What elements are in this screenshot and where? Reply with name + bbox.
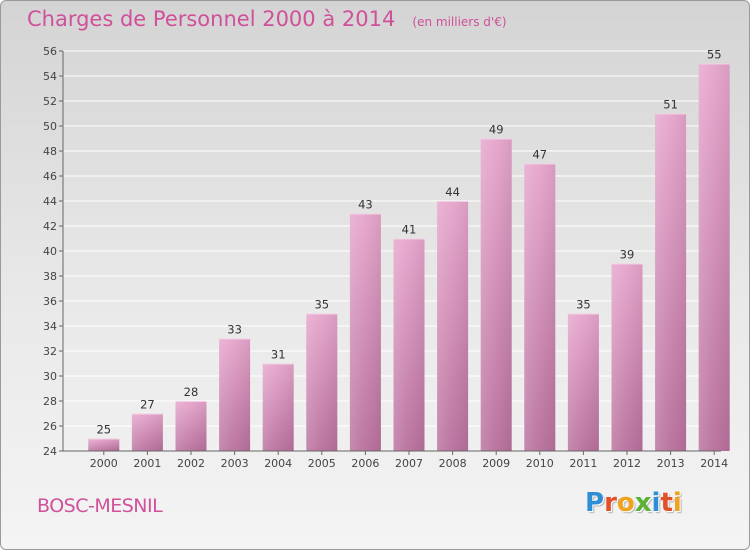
bar-shine — [437, 201, 469, 451]
y-tick-label: 46 — [43, 170, 57, 183]
x-tick-label: 2014 — [700, 457, 728, 470]
bar-value-label: 31 — [271, 348, 286, 362]
bar-value-label: 49 — [489, 123, 504, 137]
bar-value-label: 33 — [227, 323, 242, 337]
x-tick-label: 2009 — [482, 457, 510, 470]
x-tick-label: 2000 — [90, 457, 118, 470]
x-tick-label: 2005 — [308, 457, 336, 470]
logo-letter: i — [651, 488, 661, 518]
bar-shine — [219, 338, 251, 451]
bar-shine — [262, 363, 294, 451]
y-tick-label: 44 — [43, 195, 57, 208]
bar-value-label: 27 — [140, 398, 155, 412]
x-tick-label: 2010 — [526, 457, 554, 470]
bar-value-label: 51 — [663, 98, 678, 112]
bar-shine — [393, 238, 425, 451]
x-tick-label: 2011 — [569, 457, 597, 470]
y-tick-label: 38 — [43, 270, 57, 283]
y-tick-label: 52 — [43, 95, 57, 108]
y-tick-label: 50 — [43, 120, 57, 133]
bar-shine — [567, 313, 599, 451]
x-tick-label: 2004 — [264, 457, 292, 470]
bar-value-label: 35 — [314, 298, 329, 312]
logo-letter: t — [660, 488, 673, 518]
y-tick-label: 40 — [43, 245, 57, 258]
y-tick-label: 34 — [43, 320, 57, 333]
bar-shine — [349, 213, 381, 451]
x-tick-label: 2007 — [395, 457, 423, 470]
bar-value-label: 28 — [184, 385, 199, 399]
bar-shine — [524, 163, 556, 451]
y-tick-label: 42 — [43, 220, 57, 233]
chart-subtitle: (en milliers d'€) — [412, 15, 507, 29]
bar-shine — [655, 113, 687, 451]
bar-shine — [88, 438, 120, 451]
bar-shine — [306, 313, 338, 451]
bar-shine — [698, 63, 730, 451]
bar-shine — [480, 138, 512, 451]
logo-letter: o — [616, 488, 635, 518]
x-tick-label: 2001 — [133, 457, 161, 470]
commune-name: BOSC-MESNIL — [37, 495, 163, 517]
bar-value-label: 35 — [576, 298, 591, 312]
y-tick-label: 48 — [43, 145, 57, 158]
y-tick-label: 30 — [43, 370, 57, 383]
y-tick-label: 26 — [43, 420, 57, 433]
y-tick-label: 24 — [43, 445, 57, 458]
y-tick-label: 56 — [43, 45, 57, 58]
chart-title: Charges de Personnel 2000 à 2014 — [27, 7, 396, 31]
y-tick-label: 36 — [43, 295, 57, 308]
bars: 25 27 28 33 31 35 43 41 44 49 47 35 39 51 55 — [88, 48, 730, 451]
x-tick-label: 2003 — [221, 457, 249, 470]
bar-shine — [611, 263, 643, 451]
logo-letter: x — [634, 488, 652, 518]
bar-value-label: 41 — [402, 223, 417, 237]
bar-value-label: 25 — [96, 423, 111, 437]
logo-letter: P — [585, 488, 605, 518]
bar-value-label: 43 — [358, 198, 373, 212]
logo-letter: i — [672, 488, 682, 518]
bar-value-label: 44 — [445, 185, 460, 199]
bar-shine — [175, 401, 207, 451]
title-row: Charges de Personnel 2000 à 2014 (en mil… — [27, 7, 507, 31]
bar-value-label: 47 — [532, 148, 547, 162]
y-tick-label: 32 — [43, 345, 57, 358]
bar-value-label: 55 — [707, 48, 722, 62]
x-axis: 2000 2001 2002 2003 2004 2005 2006 2007 2008 2009… — [63, 450, 728, 470]
bar-shine — [131, 413, 163, 451]
x-tick-label: 2013 — [657, 457, 685, 470]
x-tick-label: 2012 — [613, 457, 641, 470]
x-tick-label: 2006 — [351, 457, 379, 470]
y-tick-label: 28 — [43, 395, 57, 408]
x-tick-label: 2008 — [439, 457, 467, 470]
bar-value-label: 39 — [620, 248, 635, 262]
logo-letter: r — [604, 488, 617, 518]
x-tick-label: 2002 — [177, 457, 205, 470]
y-axis: 24 26 28 30 32 34 36 38 40 42 44 46 48 50 52 54 56 — [43, 45, 64, 458]
y-tick-label: 54 — [43, 70, 57, 83]
proxiti-logo[interactable]: Proxiti — [585, 488, 682, 518]
